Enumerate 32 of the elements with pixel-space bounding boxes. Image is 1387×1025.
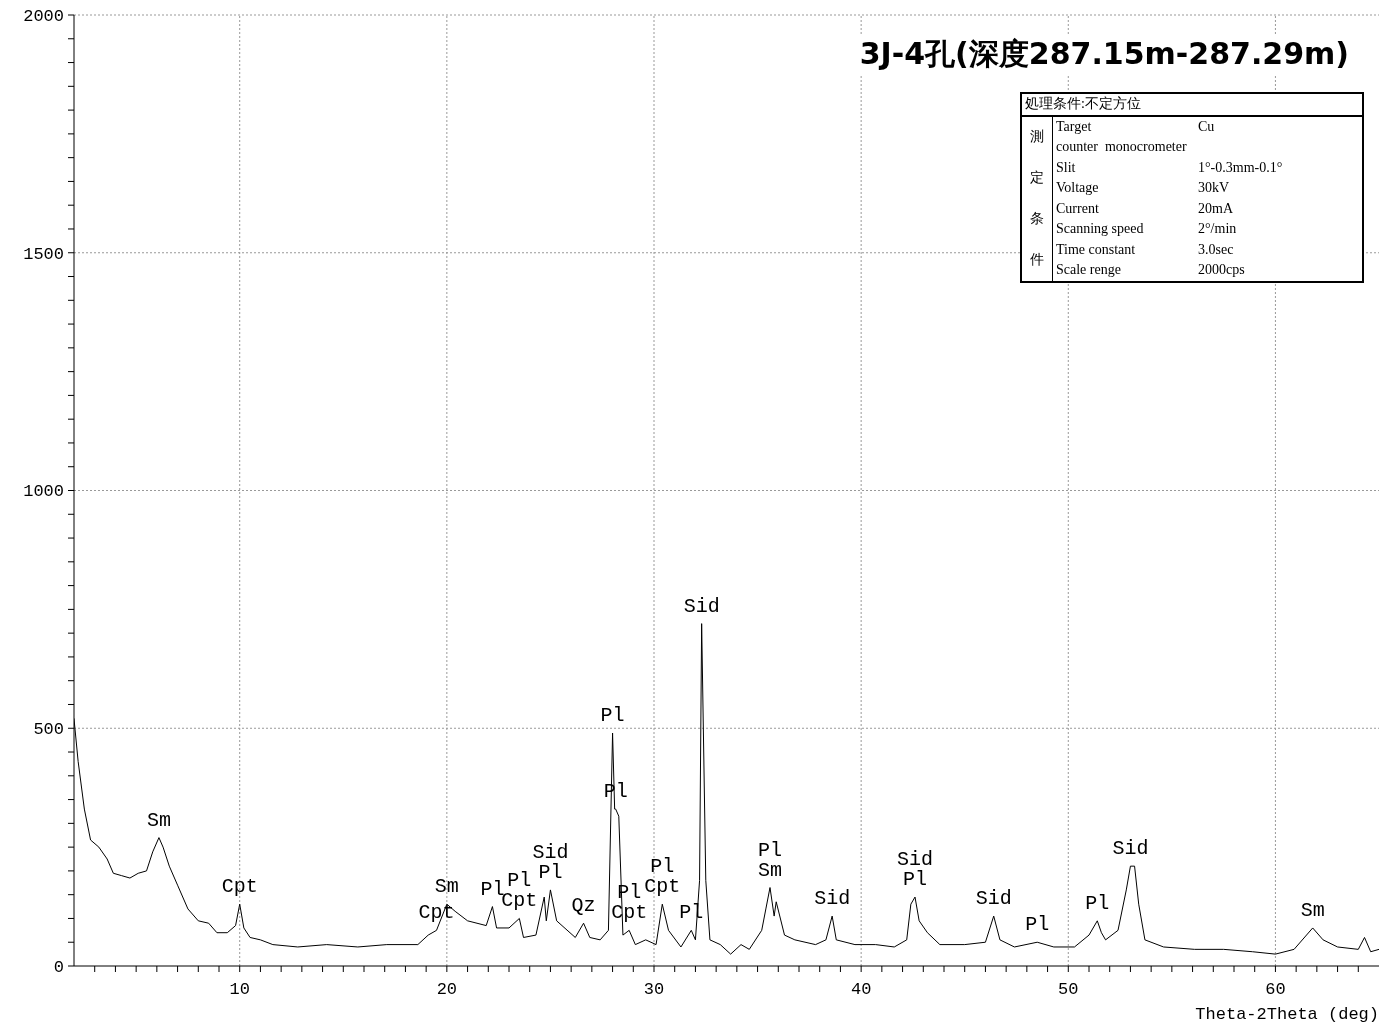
x-tick-label: 20 xyxy=(436,980,458,1000)
annotation: Sid xyxy=(814,887,851,911)
annotation: Sm xyxy=(146,808,171,832)
parameter-table: 処理条件:不定方位 測定条件 Target Cu counter monocrometer Slit 1°-0.3mm-0.1° Voltage 30kV Current 20mA Scanning speed 2°/min Time constant 3.0sec Scale renge 2000cps xyxy=(1020,92,1364,283)
annotation: Sid xyxy=(975,887,1012,911)
x-tick-label: 30 xyxy=(643,980,665,1000)
x-tick-label: 10 xyxy=(229,980,250,1000)
annotation: Sm xyxy=(1300,898,1325,922)
annotation: Pl xyxy=(600,704,625,728)
y-tick-label: 2000 xyxy=(23,6,64,26)
annotation: Qz xyxy=(571,894,596,918)
annotation: Pl xyxy=(902,868,928,892)
annotation: Pl xyxy=(1025,913,1050,937)
annotation: Pl xyxy=(507,869,532,893)
x-tick-label: 60 xyxy=(1265,980,1286,1000)
annotation: Sm xyxy=(434,875,459,899)
y-tick-label: 1500 xyxy=(23,244,64,264)
annotation: 処理条件:不定方位 xyxy=(1022,94,1362,117)
annotation: Pl xyxy=(679,901,704,925)
x-axis-title: Theta-2Theta (deg) xyxy=(1195,1005,1379,1024)
x-tick-label: 50 xyxy=(1058,980,1079,1000)
annotation: counter monocrometer xyxy=(1056,138,1187,156)
text: 3J-4孔(深度287.15m-287.29m) xyxy=(859,34,1349,75)
y-tick-label: 1000 xyxy=(23,482,64,502)
x-tick-label: 40 xyxy=(850,980,872,1000)
y-tick-label: 500 xyxy=(33,720,64,740)
annotation: Pl xyxy=(1085,891,1110,915)
annotation: Sid xyxy=(683,594,720,618)
annotation: Sid xyxy=(1112,837,1149,861)
annotation: Cpt xyxy=(611,901,648,925)
y-tick-label: 0 xyxy=(53,957,64,977)
annotation: Cpt xyxy=(221,875,258,899)
